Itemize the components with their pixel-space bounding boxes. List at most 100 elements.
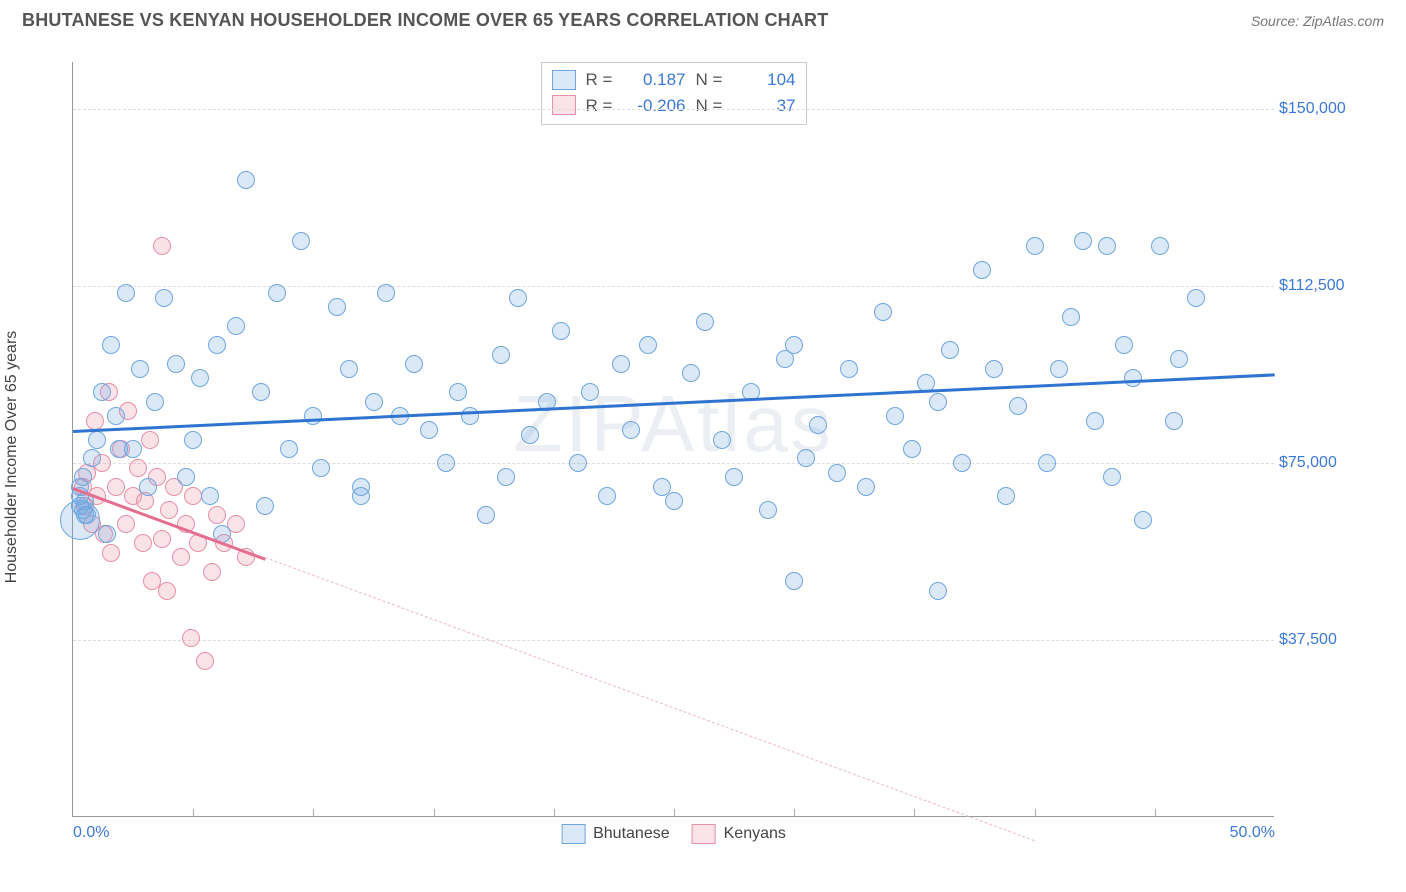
data-point-bhutanese	[304, 407, 322, 425]
data-point-bhutanese	[102, 336, 120, 354]
data-point-bhutanese	[809, 416, 827, 434]
data-point-bhutanese	[581, 383, 599, 401]
stats-legend: R = 0.187 N = 104 R = -0.206 N = 37	[541, 62, 807, 125]
stats-row-bhutanese: R = 0.187 N = 104	[552, 67, 796, 93]
data-point-bhutanese	[146, 393, 164, 411]
x-tick	[674, 809, 675, 816]
data-point-bhutanese	[598, 487, 616, 505]
chart-title: BHUTANESE VS KENYAN HOUSEHOLDER INCOME O…	[22, 10, 828, 31]
n-label: N =	[696, 67, 726, 93]
data-point-bhutanese	[941, 341, 959, 359]
data-point-bhutanese	[1062, 308, 1080, 326]
data-point-bhutanese	[886, 407, 904, 425]
n-value-bhutanese: 104	[736, 67, 796, 93]
data-point-kenyans	[153, 530, 171, 548]
data-point-bhutanese	[797, 449, 815, 467]
legend-item-bhutanese: Bhutanese	[561, 824, 670, 844]
swatch-kenyans	[552, 95, 576, 115]
data-point-bhutanese	[131, 360, 149, 378]
data-point-bhutanese	[184, 431, 202, 449]
data-point-kenyans	[107, 478, 125, 496]
data-point-bhutanese	[227, 317, 245, 335]
data-point-bhutanese	[292, 232, 310, 250]
data-point-bhutanese	[461, 407, 479, 425]
data-point-bhutanese	[997, 487, 1015, 505]
data-point-bhutanese	[857, 478, 875, 496]
data-point-bhutanese	[237, 171, 255, 189]
data-point-bhutanese	[312, 459, 330, 477]
data-point-bhutanese	[405, 355, 423, 373]
data-point-bhutanese	[191, 369, 209, 387]
data-point-bhutanese	[973, 261, 991, 279]
plot-area: ZIPAtlas R = 0.187 N = 104 R = -0.206 N …	[72, 62, 1274, 817]
chart-area: Householder Income Over 65 years ZIPAtla…	[22, 42, 1384, 872]
data-point-bhutanese	[352, 487, 370, 505]
gridline	[73, 640, 1274, 641]
n-value-kenyans: 37	[736, 93, 796, 119]
data-point-kenyans	[129, 459, 147, 477]
chart-header: BHUTANESE VS KENYAN HOUSEHOLDER INCOME O…	[0, 0, 1406, 37]
n-label: N =	[696, 93, 726, 119]
data-point-bhutanese	[874, 303, 892, 321]
data-point-bhutanese	[552, 322, 570, 340]
swatch-bhutanese	[552, 70, 576, 90]
y-axis-label: Householder Income Over 65 years	[3, 331, 21, 584]
x-tick-label: 0.0%	[73, 824, 109, 842]
data-point-bhutanese	[521, 426, 539, 444]
data-point-kenyans	[134, 534, 152, 552]
data-point-bhutanese	[93, 383, 111, 401]
data-point-kenyans	[203, 563, 221, 581]
x-tick	[554, 809, 555, 816]
stats-row-kenyans: R = -0.206 N = 37	[552, 93, 796, 119]
data-point-bhutanese	[437, 454, 455, 472]
data-point-bhutanese	[280, 440, 298, 458]
x-tick	[313, 809, 314, 816]
r-label: R =	[586, 93, 616, 119]
data-point-bhutanese	[83, 449, 101, 467]
x-tick	[794, 809, 795, 816]
data-point-bhutanese	[1151, 237, 1169, 255]
data-point-bhutanese	[713, 431, 731, 449]
data-point-bhutanese	[252, 383, 270, 401]
y-tick-label: $112,500	[1279, 277, 1379, 295]
legend-item-kenyans: Kenyans	[692, 824, 786, 844]
data-point-large	[60, 500, 100, 540]
data-point-bhutanese	[256, 497, 274, 515]
data-point-bhutanese	[612, 355, 630, 373]
data-point-bhutanese	[492, 346, 510, 364]
data-point-bhutanese	[682, 364, 700, 382]
series-legend: Bhutanese Kenyans	[561, 824, 786, 844]
x-tick	[1155, 809, 1156, 816]
watermark: ZIPAtlas	[513, 378, 833, 470]
swatch-bhutanese	[561, 824, 585, 844]
x-tick	[193, 809, 194, 816]
data-point-bhutanese	[1115, 336, 1133, 354]
data-point-bhutanese	[785, 336, 803, 354]
data-point-bhutanese	[365, 393, 383, 411]
data-point-bhutanese	[569, 454, 587, 472]
r-label: R =	[586, 67, 616, 93]
data-point-bhutanese	[759, 501, 777, 519]
data-point-bhutanese	[88, 431, 106, 449]
data-point-bhutanese	[1074, 232, 1092, 250]
data-point-kenyans	[160, 501, 178, 519]
legend-label: Kenyans	[724, 825, 786, 843]
legend-label: Bhutanese	[593, 825, 670, 843]
data-point-bhutanese	[1170, 350, 1188, 368]
data-point-bhutanese	[1134, 511, 1152, 529]
data-point-bhutanese	[622, 421, 640, 439]
data-point-bhutanese	[1026, 237, 1044, 255]
data-point-bhutanese	[449, 383, 467, 401]
data-point-bhutanese	[497, 468, 515, 486]
data-point-bhutanese	[953, 454, 971, 472]
data-point-bhutanese	[1098, 237, 1116, 255]
data-point-bhutanese	[340, 360, 358, 378]
data-point-bhutanese	[1009, 397, 1027, 415]
chart-source: Source: ZipAtlas.com	[1251, 13, 1384, 29]
data-point-bhutanese	[107, 407, 125, 425]
trend-line	[265, 557, 1035, 841]
data-point-kenyans	[184, 487, 202, 505]
data-point-bhutanese	[155, 289, 173, 307]
data-point-bhutanese	[167, 355, 185, 373]
data-point-bhutanese	[1187, 289, 1205, 307]
